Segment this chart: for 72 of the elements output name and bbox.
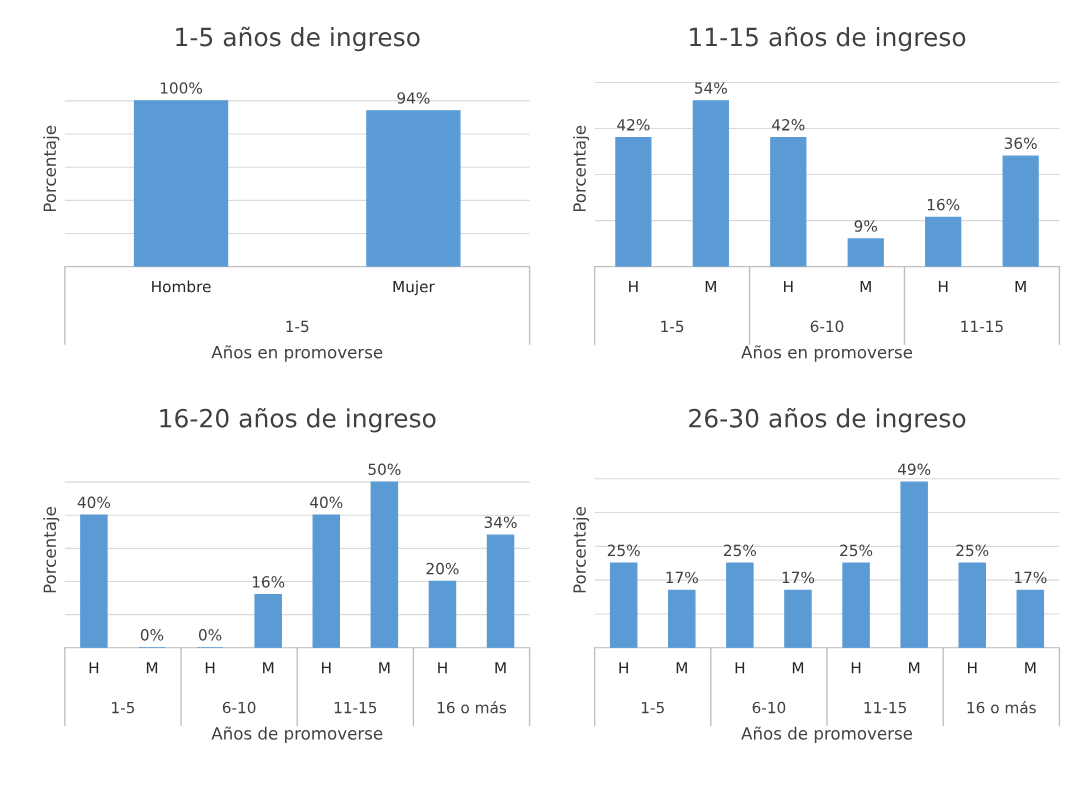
x-tick-label: H bbox=[784, 280, 793, 293]
x-tick-label: H bbox=[619, 662, 628, 674]
chart-title: 16-20 años de ingreso bbox=[160, 407, 436, 433]
data-label: 0% bbox=[140, 629, 164, 641]
x-tick-label: H bbox=[205, 662, 215, 674]
y-axis-title: Porcentaje bbox=[572, 507, 590, 593]
data-label: 0% bbox=[198, 629, 222, 641]
data-label: 25% bbox=[840, 544, 873, 557]
chart-title: 11-15 años de ingreso bbox=[690, 26, 966, 52]
x-tick-label: M bbox=[1015, 280, 1026, 293]
data-label: 34% bbox=[484, 516, 517, 529]
text: 1-5 bbox=[286, 320, 309, 333]
x-axis-title: Años de promoverse bbox=[211, 726, 383, 743]
data-label: 50% bbox=[368, 463, 401, 475]
x-axis-title: Años de promoverse bbox=[741, 726, 913, 743]
data-label: 9% bbox=[854, 220, 878, 232]
y-axis-title: Porcentaje bbox=[572, 125, 590, 212]
text: 6-10 bbox=[222, 701, 256, 714]
text: 1-5 bbox=[661, 320, 684, 333]
x-tick-label: M bbox=[909, 662, 920, 674]
x-tick-label: M bbox=[705, 280, 716, 293]
x-tick-label: H bbox=[735, 662, 745, 674]
text: 11-15 bbox=[961, 320, 1003, 333]
y-axis-title: Porcentaje bbox=[43, 125, 60, 212]
x-tick-label: Mujer bbox=[393, 280, 435, 296]
x-tick-label: M bbox=[860, 280, 871, 293]
y-axis-title: Porcentaje bbox=[43, 507, 60, 593]
text: 1-5 bbox=[641, 701, 664, 714]
x-tick-label: H bbox=[968, 662, 977, 674]
x-tick-label: M bbox=[792, 662, 804, 674]
x-tick-label: H bbox=[438, 662, 447, 674]
data-label: 17% bbox=[782, 571, 815, 584]
x-tick-label: H bbox=[322, 662, 331, 674]
text: 16 o más bbox=[967, 700, 1036, 714]
x-tick-label: H bbox=[938, 280, 948, 293]
data-label: 20% bbox=[426, 562, 459, 575]
data-label: 25% bbox=[724, 544, 757, 557]
x-tick-label: H bbox=[629, 280, 638, 293]
x-tick-label: M bbox=[676, 662, 687, 674]
x-tick-label: M bbox=[263, 662, 274, 674]
data-label: 16% bbox=[252, 576, 285, 588]
data-label: 40% bbox=[310, 496, 343, 509]
text: 6-10 bbox=[752, 701, 786, 714]
data-label: 40% bbox=[77, 496, 111, 509]
data-label: 94% bbox=[397, 92, 430, 104]
data-label: 42% bbox=[772, 119, 805, 131]
x-axis-title: Años en promoverse bbox=[211, 345, 383, 362]
chart-title: 26-30 años de ingreso bbox=[689, 407, 966, 433]
data-label: 16% bbox=[927, 198, 960, 211]
x-tick-label: M bbox=[495, 662, 506, 674]
text: 11-15 bbox=[864, 701, 906, 714]
data-label: 25% bbox=[956, 544, 989, 557]
x-tick-label: H bbox=[89, 662, 99, 674]
data-label: 54% bbox=[695, 82, 727, 94]
data-label: 49% bbox=[897, 463, 931, 475]
data-label: 36% bbox=[1004, 137, 1037, 150]
data-label: 17% bbox=[1015, 571, 1047, 584]
text: 11-15 bbox=[334, 701, 377, 714]
x-tick-label: H bbox=[851, 662, 861, 674]
text: 1-5 bbox=[112, 701, 135, 714]
text: 16 o más bbox=[437, 700, 507, 714]
text: 6-10 bbox=[810, 320, 844, 333]
x-tick-label: Hombre bbox=[152, 280, 211, 293]
x-axis-title: Años en promoverse bbox=[741, 345, 913, 362]
data-label: 17% bbox=[666, 571, 698, 584]
data-label: 25% bbox=[607, 544, 640, 557]
chart-title: 1-5 años de ingreso bbox=[176, 26, 420, 52]
x-tick-label: M bbox=[1025, 662, 1036, 674]
x-tick-label: M bbox=[146, 662, 158, 674]
data-label: 100% bbox=[160, 82, 203, 94]
x-tick-label: M bbox=[379, 662, 390, 674]
data-label: 42% bbox=[617, 119, 650, 131]
